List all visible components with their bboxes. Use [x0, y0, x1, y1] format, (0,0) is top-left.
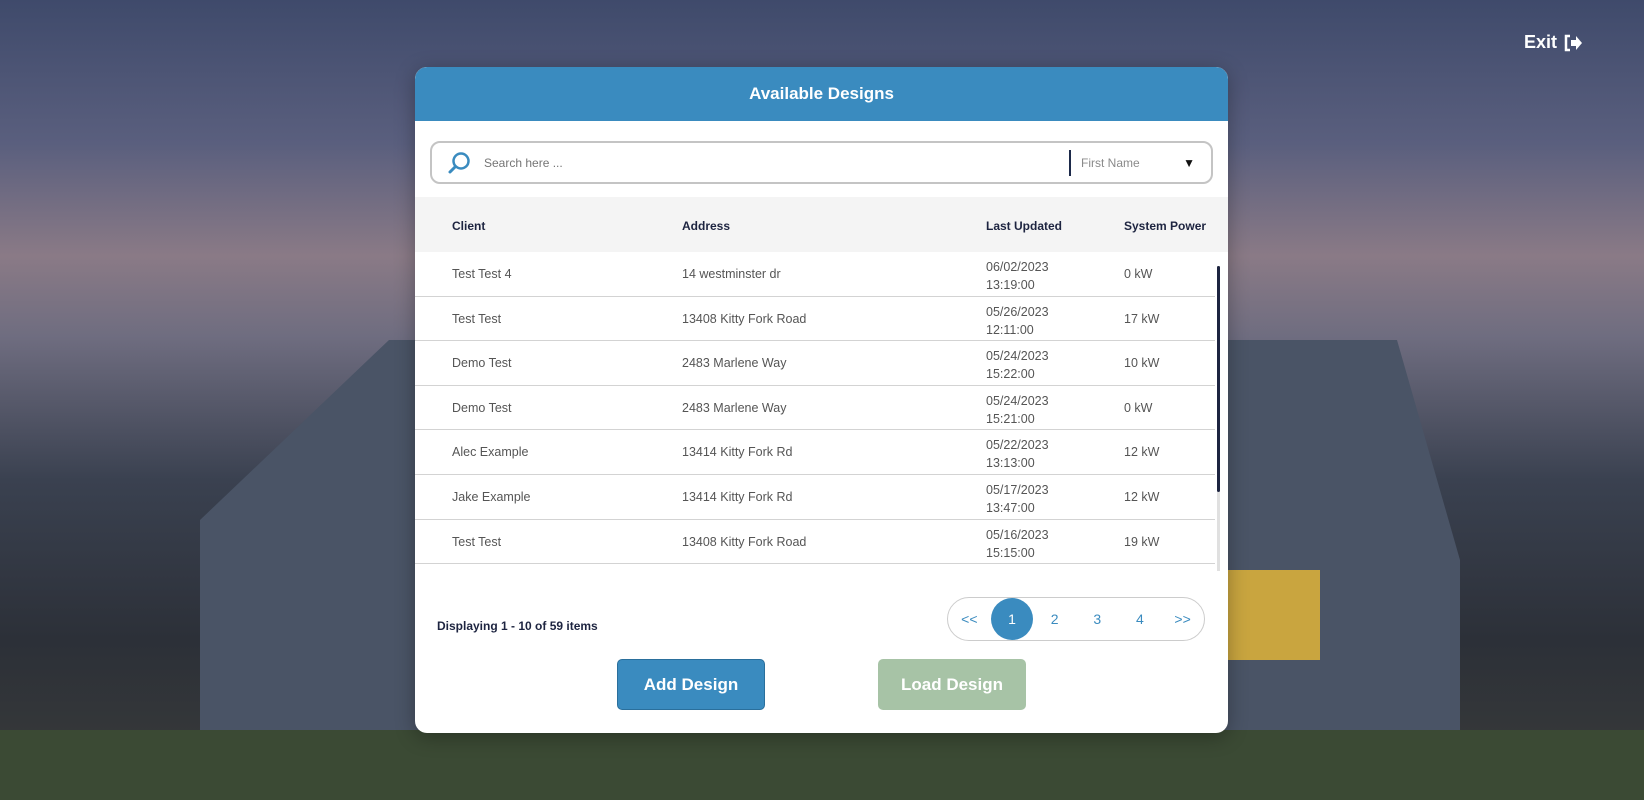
cell-client: Demo Test: [452, 356, 512, 371]
table-row[interactable]: Demo Test 2483 Marlene Way 05/24/2023 15:…: [415, 386, 1215, 431]
items-count: Displaying 1 - 10 of 59 items: [437, 619, 598, 633]
cell-date: 05/17/2023: [986, 482, 1049, 497]
cell-system-power: 0 kW: [1124, 267, 1153, 281]
table-row[interactable]: Demo Test 2483 Marlene Way 05/24/2023 15:…: [415, 341, 1215, 386]
table-body: Test Test 4 14 westminster dr 06/02/2023…: [415, 252, 1215, 571]
cell-system-power: 0 kW: [1124, 400, 1153, 415]
search-field-dropdown[interactable]: First Name ▼: [1071, 156, 1211, 170]
cell-last-updated: 05/17/2023 13:47:00: [986, 481, 1049, 517]
cell-date: 06/02/2023: [986, 260, 1049, 274]
cell-time: 13:47:00: [986, 500, 1035, 515]
cell-address: 13414 Kitty Fork Rd: [682, 489, 793, 504]
load-design-button[interactable]: Load Design: [878, 659, 1026, 710]
cell-client: Demo Test: [452, 400, 512, 415]
caret-down-icon: ▼: [1183, 155, 1195, 170]
modal-title: Available Designs: [415, 67, 1228, 121]
column-header-address[interactable]: Address: [682, 219, 731, 233]
cell-last-updated: 05/24/2023 15:21:00: [986, 392, 1049, 428]
search-icon: [448, 151, 470, 173]
page-3-button[interactable]: 3: [1093, 611, 1102, 627]
cell-last-updated: 05/16/2023 15:15:00: [986, 526, 1049, 562]
cell-time: 13:13:00: [986, 456, 1035, 471]
cell-last-updated: 05/24/2023 15:22:00: [986, 347, 1049, 383]
cell-time: 15:15:00: [986, 545, 1035, 560]
page-first-button[interactable]: <<: [961, 611, 978, 627]
exit-label: Exit: [1524, 32, 1558, 52]
cell-date: 05/22/2023: [986, 438, 1049, 453]
cell-client: Alec Example: [452, 445, 529, 460]
table-row[interactable]: Example 13414 Kitty Fork Rd 05/15/2023 1…: [415, 564, 1215, 571]
page-1-button[interactable]: 1: [990, 598, 1033, 640]
table-row[interactable]: Test Test 13408 Kitty Fork Road 05/16/20…: [415, 520, 1215, 565]
cell-client: Test Test 4: [452, 267, 512, 281]
cell-system-power: 10 kW: [1124, 356, 1160, 371]
cell-address: 2483 Marlene Way: [682, 356, 787, 371]
search-divider: [1069, 149, 1071, 176]
table-header: Client Address Last Updated System Power: [415, 197, 1228, 252]
page-last-button[interactable]: >>: [1174, 611, 1191, 627]
cell-last-updated: 06/02/2023 13:19:00: [986, 258, 1049, 294]
table-row[interactable]: Test Test 13408 Kitty Fork Road 05/26/20…: [415, 297, 1215, 342]
column-header-system-power[interactable]: System Power: [1124, 219, 1207, 233]
table-row[interactable]: Alec Example 13414 Kitty Fork Rd 05/22/2…: [415, 430, 1215, 475]
sign-out-icon: [1564, 34, 1583, 51]
background-window: [1225, 570, 1320, 660]
cell-time: 13:19:00: [986, 278, 1035, 292]
cell-time: 12:11:00: [986, 322, 1034, 337]
cell-last-updated: 05/22/2023 13:13:00: [986, 436, 1049, 472]
scrollbar-thumb[interactable]: [1217, 266, 1220, 492]
search-field-selected: First Name: [1081, 155, 1140, 170]
cell-client: Test Test: [452, 311, 502, 326]
add-design-button[interactable]: Add Design: [617, 659, 765, 710]
page-2-button[interactable]: 2: [1050, 611, 1059, 627]
exit-button[interactable]: Exit: [1524, 32, 1583, 53]
cell-system-power: 12 kW: [1124, 489, 1160, 504]
search-bar: First Name ▼: [430, 141, 1213, 184]
cell-address: 14 westminster dr: [682, 267, 781, 281]
cell-system-power: 17 kW: [1124, 311, 1160, 326]
cell-last-updated: 05/26/2023 12:11:00: [986, 303, 1049, 339]
cell-system-power: 12 kW: [1124, 445, 1160, 460]
column-header-last-updated[interactable]: Last Updated: [986, 219, 1063, 233]
pagination: << 1 2 3 4 >>: [947, 597, 1205, 641]
table-row[interactable]: Test Test 4 14 westminster dr 06/02/2023…: [415, 252, 1215, 297]
search-input[interactable]: [484, 155, 1069, 170]
page-4-button[interactable]: 4: [1136, 611, 1144, 627]
cell-time: 15:22:00: [986, 367, 1035, 382]
cell-date: 05/24/2023: [986, 393, 1049, 408]
cell-date: 05/16/2023: [986, 527, 1049, 542]
cell-address: 2483 Marlene Way: [682, 400, 787, 415]
cell-address: 13408 Kitty Fork Road: [682, 534, 807, 549]
cell-last-updated: 05/15/2023: [986, 570, 1049, 571]
column-header-client[interactable]: Client: [452, 219, 486, 233]
cell-time: 15:21:00: [986, 411, 1035, 426]
table-row[interactable]: Jake Example 13414 Kitty Fork Rd 05/17/2…: [415, 475, 1215, 520]
cell-system-power: 19 kW: [1124, 534, 1160, 549]
available-designs-modal: Available Designs First Name ▼ Client Ad…: [415, 67, 1228, 733]
cell-address: 13408 Kitty Fork Road: [682, 311, 807, 326]
cell-client: Test Test: [452, 534, 502, 549]
cell-date: 05/24/2023: [986, 349, 1049, 364]
background-lawn: [0, 730, 1644, 800]
cell-client: Jake Example: [452, 489, 531, 504]
cell-address: 13414 Kitty Fork Rd: [682, 445, 793, 460]
cell-date: 05/26/2023: [986, 304, 1049, 319]
